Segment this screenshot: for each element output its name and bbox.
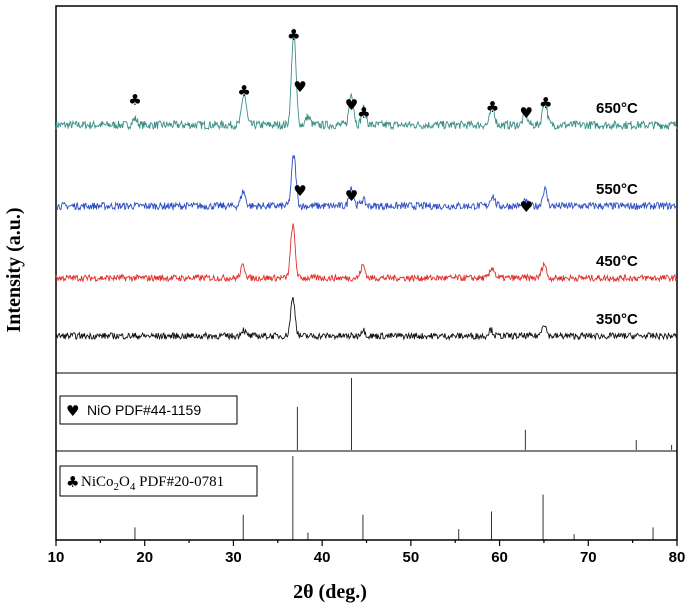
club-marker: ♣: [287, 26, 300, 44]
nio-heart-icon: ♥: [66, 402, 79, 420]
series-line: [55, 223, 678, 283]
heart-marker: ♥: [519, 198, 532, 216]
club-marker: ♣: [486, 98, 499, 116]
series-label: 550°C: [596, 181, 638, 198]
series-line: [55, 30, 678, 131]
x-tick-label: 20: [136, 549, 153, 566]
plot-frame: [55, 5, 678, 541]
series-line: [55, 154, 678, 212]
series-label: 350°C: [596, 311, 638, 328]
club-marker: ♣: [128, 91, 141, 109]
heart-marker: ♥: [519, 104, 532, 122]
x-tick-label: 10: [48, 549, 65, 566]
heart-marker: ♥: [293, 182, 306, 200]
x-tick-label: 70: [580, 549, 597, 566]
heart-marker: ♥: [345, 96, 358, 114]
x-tick-label: 60: [491, 549, 508, 566]
x-tick-label: 50: [403, 549, 420, 566]
series-label: 450°C: [596, 253, 638, 270]
heart-marker: ♥: [293, 78, 306, 96]
nio-legend-text: NiO PDF#44-1159: [87, 402, 201, 418]
nico2o4-legend-box: [59, 465, 258, 497]
series-line: [55, 296, 678, 341]
y-axis-title: Intensity (a.u.): [3, 207, 25, 332]
heart-marker: ♥: [345, 187, 358, 205]
club-marker: ♣: [237, 82, 250, 100]
nio-legend-box: [59, 395, 238, 425]
club-marker: ♣: [357, 104, 370, 122]
x-tick-label: 40: [314, 549, 331, 566]
club-marker: ♣: [539, 94, 552, 112]
x-tick-label: 80: [669, 549, 685, 566]
series-label: 650°C: [596, 100, 638, 117]
x-axis-title: 2θ (deg.): [293, 581, 367, 603]
nico2o4-club-icon: ♣: [66, 473, 79, 491]
x-tick-label: 30: [225, 549, 242, 566]
